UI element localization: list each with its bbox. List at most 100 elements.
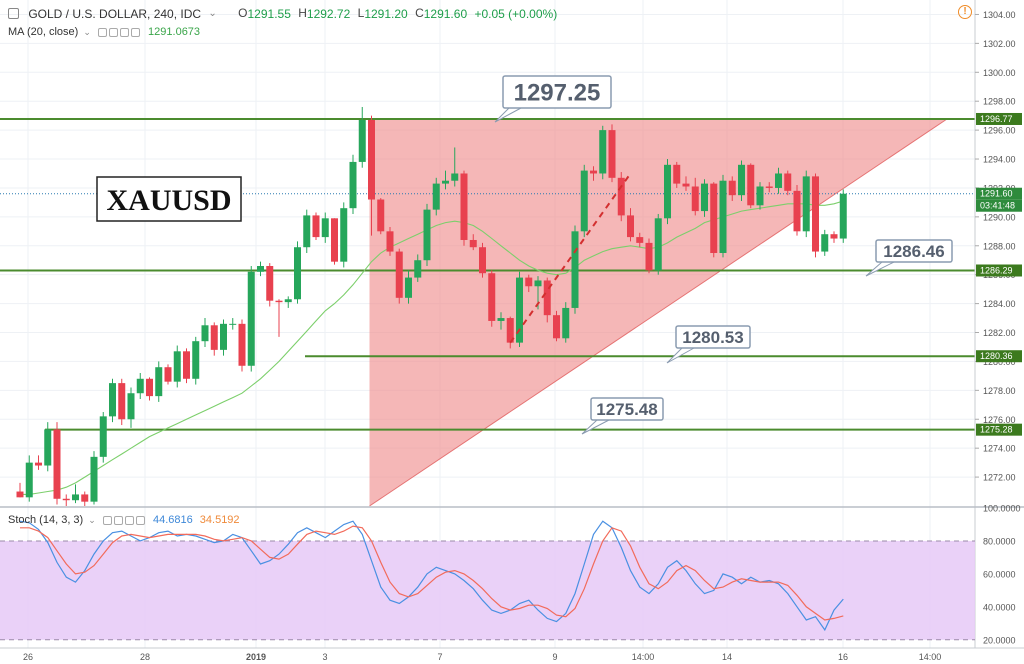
eye-icon[interactable] <box>102 515 112 525</box>
chevron-down-icon[interactable]: ⌄ <box>208 8 217 20</box>
candle-body <box>830 234 838 239</box>
candle-body <box>321 218 329 238</box>
stoch-tick-label: 80.0000 <box>983 536 1016 546</box>
eye-icon[interactable] <box>97 27 107 37</box>
callout-box <box>675 325 751 349</box>
candle-body <box>793 190 801 232</box>
candle-body <box>349 161 357 209</box>
close-value: 1291.60 <box>423 7 468 22</box>
price-tick-label: 1294.00 <box>983 155 1016 165</box>
price-tick-label: 1302.00 <box>983 39 1016 49</box>
candle-body <box>765 186 773 188</box>
time-tick-label: 14 <box>722 652 732 662</box>
candle-body <box>571 231 579 308</box>
more-icon[interactable] <box>130 27 140 37</box>
low-label: L <box>357 6 365 21</box>
countdown-tag <box>976 199 1022 212</box>
ma-label: MA (20, close) <box>8 26 79 39</box>
high-label: H <box>298 6 307 21</box>
candle-body <box>747 164 755 206</box>
candle-body <box>275 300 283 303</box>
close-label: C <box>415 6 424 21</box>
high-value: 1292.72 <box>306 7 351 22</box>
callout-pointer <box>666 347 695 364</box>
candle-body <box>775 173 782 188</box>
time-tick-label: 26 <box>23 652 33 662</box>
candle-body <box>266 266 274 301</box>
callout-label: 1280.53 <box>682 328 743 347</box>
close-icon[interactable] <box>119 27 129 37</box>
candle-body <box>488 273 496 321</box>
candle-body <box>331 218 338 262</box>
price-level-tag <box>976 350 1022 363</box>
candle-body <box>719 180 727 253</box>
candle-body <box>146 378 153 397</box>
callout-box <box>590 397 664 421</box>
candle-body <box>99 416 107 457</box>
ma-value: 1291.0673 <box>148 26 201 39</box>
candle-body <box>710 183 718 253</box>
candle-body <box>469 239 477 248</box>
candle-body <box>294 247 301 300</box>
price-level-tag-text: 1280.36 <box>980 351 1013 361</box>
candle-body <box>90 456 98 502</box>
chevron-down-icon[interactable]: ⌄ <box>83 26 91 37</box>
candle-body <box>627 215 634 238</box>
candles <box>16 106 847 506</box>
callout-box <box>502 75 612 109</box>
callout-pointer <box>494 107 522 123</box>
collapse-icon[interactable] <box>8 8 19 20</box>
stoch-d-value: 34.5192 <box>199 514 240 527</box>
candle-body <box>238 323 246 366</box>
candle-body <box>451 173 459 181</box>
candle-body <box>25 462 33 498</box>
price-tick-label: 1298.00 <box>983 97 1016 107</box>
candle-body <box>377 199 385 232</box>
price-tick-label: 1272.00 <box>983 473 1016 483</box>
callout-pointer <box>581 419 610 435</box>
candle-body <box>728 180 736 196</box>
candle-body <box>423 209 431 261</box>
price-level-tag-text: 1286.29 <box>980 265 1013 275</box>
candle-body <box>525 277 533 287</box>
settings-icon[interactable] <box>113 515 123 525</box>
change-value: +0.05 (+0.00%) <box>474 6 558 21</box>
callout-label: 1297.25 <box>514 80 601 107</box>
candle-body <box>682 183 690 187</box>
candle-body <box>53 429 61 499</box>
alert-icon[interactable]: ! <box>958 5 972 19</box>
countdown-text: 03:41:48 <box>980 201 1015 211</box>
candle-body <box>368 119 375 200</box>
candle-body <box>405 277 412 298</box>
stoch-tick-label: 100.0000 <box>983 504 1021 514</box>
symbol-header: GOLD / U.S. DOLLAR, 240, IDC ⌄ O1291.55 … <box>8 6 557 21</box>
stoch-k-value: 44.6816 <box>152 514 193 527</box>
price-level-tag <box>976 112 1022 125</box>
price-tick-label: 1300.00 <box>983 68 1016 78</box>
open-value: 1291.55 <box>247 7 291 22</box>
candle-body <box>553 315 560 339</box>
candle-body <box>479 247 486 274</box>
time-tick-label: 9 <box>552 652 557 662</box>
candle-body <box>201 325 209 342</box>
watermark-box <box>96 176 242 222</box>
watermark-text: XAUUSD <box>106 184 231 217</box>
time-tick-label: 14:00 <box>632 652 655 662</box>
price-tick-label: 1282.00 <box>983 328 1016 338</box>
candle-body <box>664 164 671 219</box>
candle-body <box>691 186 699 212</box>
price-level-tag <box>976 423 1022 436</box>
close-icon[interactable] <box>124 515 134 525</box>
candle-body <box>210 325 218 350</box>
candle-body <box>543 280 551 316</box>
more-icon[interactable] <box>135 515 145 525</box>
settings-icon[interactable] <box>108 27 118 37</box>
chevron-down-icon[interactable]: ⌄ <box>88 514 96 525</box>
candle-body <box>183 351 190 379</box>
price-tick-label: 1276.00 <box>983 415 1016 425</box>
candle-body <box>164 367 172 382</box>
callout-pointer <box>865 261 895 277</box>
candle-body <box>654 218 662 271</box>
callout-label: 1275.48 <box>596 400 657 419</box>
